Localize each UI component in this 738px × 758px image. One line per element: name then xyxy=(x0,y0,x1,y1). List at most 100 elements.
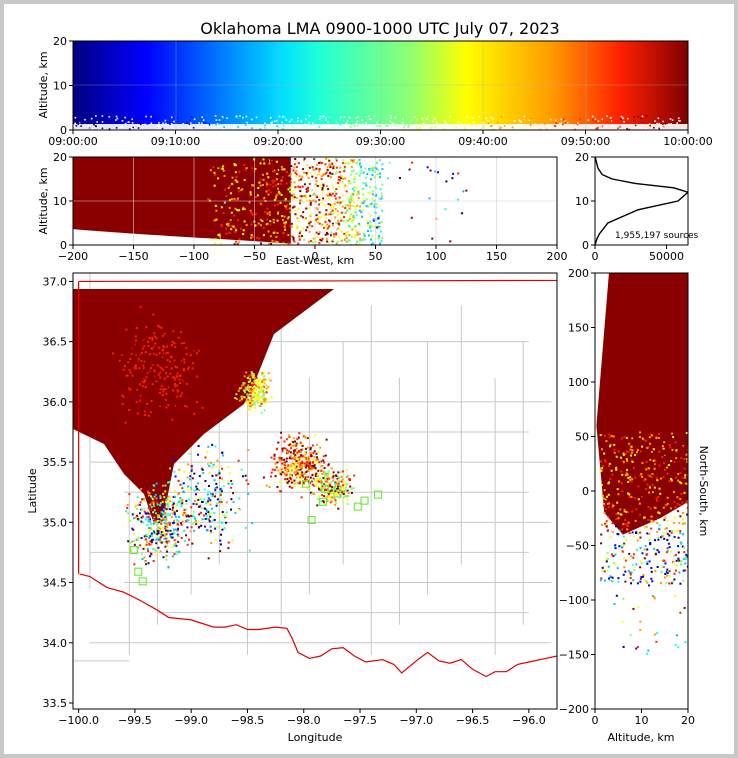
plan-point xyxy=(317,469,320,472)
time-point xyxy=(136,120,139,123)
plan-point xyxy=(204,479,207,482)
plan-point xyxy=(334,484,337,487)
time-point xyxy=(549,121,551,124)
plan-point xyxy=(136,496,139,499)
eastwest-point xyxy=(214,182,217,185)
plan-point xyxy=(279,481,282,484)
plan-point xyxy=(295,452,298,455)
eastwest-point xyxy=(281,176,284,179)
plan-point xyxy=(140,488,143,491)
time-point xyxy=(338,117,341,120)
northsouth-point xyxy=(674,530,677,533)
northsouth-point xyxy=(615,466,618,469)
northsouth-point xyxy=(631,455,634,458)
plan-point xyxy=(214,538,217,541)
plan-point xyxy=(290,469,293,472)
eastwest-point xyxy=(222,212,225,215)
eastwest-point xyxy=(275,193,278,196)
plan-point xyxy=(139,501,142,504)
northsouth-point xyxy=(668,488,671,491)
plan-point xyxy=(170,404,173,407)
eastwest-point xyxy=(324,220,327,223)
time-point xyxy=(427,115,429,118)
plan-point xyxy=(133,513,136,516)
plan-point xyxy=(150,329,153,332)
plan-point xyxy=(219,494,222,497)
northsouth-point xyxy=(612,488,615,491)
plan-point xyxy=(145,538,148,541)
northsouth-point xyxy=(661,445,664,448)
eastwest-point xyxy=(276,192,279,195)
northsouth-point xyxy=(643,519,646,522)
eastwest-point xyxy=(217,237,220,240)
northsouth-point xyxy=(679,515,682,518)
plan-point xyxy=(193,412,196,415)
plan-point xyxy=(126,503,129,506)
plan-point xyxy=(209,503,212,506)
plan-point xyxy=(285,457,288,460)
eastwest-point xyxy=(343,167,346,170)
eastwest-point xyxy=(260,157,263,160)
eastwest-point xyxy=(312,168,315,171)
plan-point xyxy=(200,506,203,509)
plan-point xyxy=(131,364,134,367)
northsouth-point xyxy=(678,486,681,489)
plan-point xyxy=(132,517,135,520)
plan-point xyxy=(310,454,313,457)
eastwest-point xyxy=(246,191,249,194)
time-point xyxy=(648,123,651,126)
plan-point xyxy=(161,511,164,514)
time-point xyxy=(281,128,284,130)
plan-point xyxy=(144,410,147,413)
northsouth-point xyxy=(609,437,612,440)
eastwest-point xyxy=(214,174,217,177)
plan-point xyxy=(159,540,162,543)
eastwest-point xyxy=(338,196,341,199)
eastwest-point xyxy=(238,209,241,212)
plan-point xyxy=(150,553,153,556)
plan-point xyxy=(144,561,147,564)
eastwest-point xyxy=(272,220,275,223)
plan-point xyxy=(134,364,137,367)
plan-point xyxy=(151,383,154,386)
plan-point xyxy=(193,472,196,475)
x-tick-label: 10 xyxy=(635,714,649,727)
eastwest-point xyxy=(288,174,291,177)
eastwest-point xyxy=(243,220,246,223)
northsouth-point xyxy=(605,560,608,563)
eastwest-point xyxy=(371,198,374,201)
plan-point xyxy=(139,544,142,547)
plan-point xyxy=(258,405,261,408)
time-point xyxy=(393,122,395,125)
eastwest-point xyxy=(381,168,384,171)
eastwest-point xyxy=(311,166,314,169)
plan-point xyxy=(153,531,156,534)
time-point xyxy=(444,121,447,124)
eastwest-point xyxy=(348,207,351,210)
plan-point xyxy=(204,525,207,528)
time-point xyxy=(545,128,548,130)
plan-point xyxy=(189,478,192,481)
time-point xyxy=(145,115,147,118)
x-tick-label: −97.0 xyxy=(399,714,433,727)
plan-point xyxy=(146,382,149,385)
eastwest-point xyxy=(315,207,318,210)
northsouth-point xyxy=(611,506,614,509)
plan-point xyxy=(166,523,169,526)
plan-point xyxy=(144,370,147,373)
plan-point xyxy=(290,468,293,471)
time-point xyxy=(202,121,205,124)
time-point xyxy=(654,120,656,122)
plan-point xyxy=(210,492,213,495)
y-tick-label: 35.5 xyxy=(43,456,68,469)
plan-point xyxy=(183,470,186,473)
eastwest-point xyxy=(235,208,238,211)
eastwest-point xyxy=(324,233,327,236)
eastwest-point xyxy=(351,193,354,196)
plan-point xyxy=(178,468,181,471)
eastwest-point xyxy=(359,205,362,208)
plan-view-panel: −100.0 −99.5 −99.0 −98.5 −98.0 −97.5 −97.0 −96.… xyxy=(26,272,558,744)
plan-point xyxy=(211,443,214,446)
plan-point xyxy=(297,461,300,464)
eastwest-point xyxy=(358,164,361,167)
